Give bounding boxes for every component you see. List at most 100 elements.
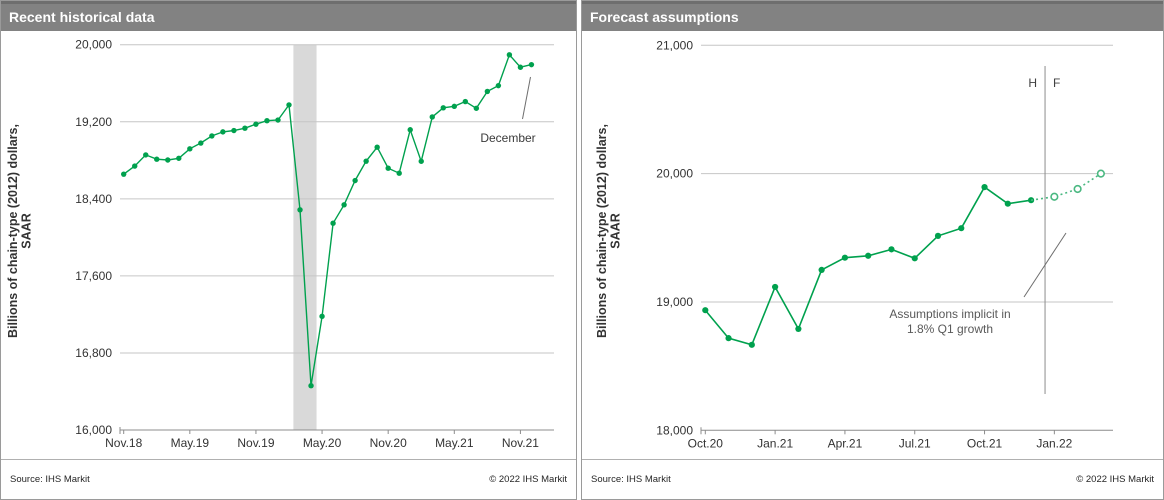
data-point	[1027, 197, 1035, 204]
data-point	[198, 140, 204, 146]
y-tick-label: 18,000	[656, 423, 693, 437]
forecast-label: F	[1053, 76, 1060, 90]
y-axis-title: Billions of chain-type (2012) dollars,SA…	[595, 124, 623, 338]
data-point	[341, 202, 347, 208]
data-point	[795, 325, 802, 333]
data-point	[275, 117, 281, 123]
data-point	[818, 266, 825, 273]
data-point	[154, 156, 160, 162]
data-point	[396, 170, 402, 176]
copyright-text: © 2022 IHS Markit	[489, 474, 567, 485]
data-point	[958, 225, 965, 232]
y-tick-label: 19,000	[656, 295, 693, 309]
x-tick-label: May.21	[435, 436, 474, 450]
data-point	[934, 232, 942, 239]
data-point	[121, 171, 127, 177]
data-point	[841, 254, 849, 261]
data-point	[231, 127, 237, 134]
panel-title-forecast-assumptions: Forecast assumptions	[582, 1, 1163, 31]
data-point	[865, 252, 872, 259]
data-point	[506, 52, 513, 58]
data-point	[264, 118, 270, 124]
data-point	[187, 146, 193, 152]
data-point	[418, 158, 424, 164]
data-point	[352, 177, 358, 184]
data-point	[308, 382, 314, 389]
chart-forecast-assumptions: 18,000 19,000 20,000 21,000 Oct.20 Jan.21 Apr.…	[595, 38, 1113, 450]
x-tick-label: May.19	[171, 436, 210, 450]
data-point	[253, 121, 259, 127]
data-point	[484, 88, 491, 95]
y-tick-label: 19,200	[75, 115, 112, 129]
data-point	[772, 283, 779, 291]
source-text: Source: IHS Markit	[591, 474, 671, 485]
data-point	[981, 184, 988, 191]
data-point	[319, 313, 325, 320]
y-tick-label: 20,000	[656, 167, 693, 181]
annotation-text: December	[480, 131, 535, 145]
y-tick-label: 18,400	[75, 192, 112, 206]
data-point	[748, 341, 755, 348]
data-point	[440, 105, 446, 111]
chart-recent-historical-data: 16,000 16,800 17,600 18,400 19,200 20,000 Nov.…	[6, 38, 554, 450]
data-point	[143, 152, 149, 158]
data-point	[297, 207, 303, 213]
forecast-series-line	[1030, 172, 1102, 201]
annotation-line	[1023, 232, 1067, 298]
annotation-text: 1.8% Q1 growth	[907, 322, 993, 336]
x-tick-label: Jan.21	[757, 436, 793, 450]
data-point	[517, 64, 524, 70]
x-tick-label: Nov.18	[105, 436, 142, 450]
forecast-data-point	[1050, 192, 1059, 201]
data-point	[725, 335, 732, 342]
source-text: Source: IHS Markit	[10, 474, 90, 485]
x-tick-label: Oct.20	[688, 436, 724, 450]
data-point	[374, 144, 380, 150]
data-point	[407, 127, 413, 133]
data-point	[911, 255, 918, 262]
data-point	[473, 105, 480, 111]
forecast-data-point	[1096, 169, 1105, 178]
panel-title-recent-historical-data: Recent historical data	[1, 1, 576, 31]
panel-forecast-assumptions: Forecast assumptions 18,000 19,000 20,000 2…	[581, 0, 1164, 500]
data-point	[132, 163, 138, 169]
data-point	[429, 114, 435, 120]
data-point	[220, 129, 226, 135]
data-point	[209, 133, 215, 139]
y-tick-label: 17,600	[75, 269, 112, 283]
data-point	[286, 102, 292, 108]
panel-footer: Source: IHS Markit © 2022 IHS Markit	[582, 459, 1163, 499]
x-tick-label: Nov.21	[502, 436, 539, 450]
forecast-data-point	[1073, 184, 1082, 194]
data-point	[363, 158, 369, 164]
x-tick-label: Apr.21	[828, 436, 863, 450]
data-point	[528, 61, 535, 68]
panel-footer: Source: IHS Markit © 2022 IHS Markit	[1, 459, 576, 499]
data-point	[702, 307, 709, 314]
y-axis-title: Billions of chain-type (2012) dollars,SA…	[6, 124, 34, 338]
y-tick-label: 21,000	[656, 38, 693, 52]
x-tick-label: Nov.20	[370, 436, 407, 450]
data-point	[888, 246, 895, 253]
y-tick-label: 20,000	[75, 38, 112, 52]
data-point	[176, 155, 182, 161]
data-point	[495, 82, 502, 89]
y-tick-label: 16,000	[75, 423, 112, 437]
x-tick-label: Oct.21	[967, 436, 1003, 450]
data-point	[165, 157, 171, 163]
data-point	[1004, 200, 1011, 207]
x-tick-label: Nov.19	[237, 436, 274, 450]
data-point	[462, 98, 469, 105]
copyright-text: © 2022 IHS Markit	[1076, 474, 1154, 485]
data-point	[330, 220, 336, 226]
data-point	[385, 165, 391, 171]
x-tick-label: Jul.21	[899, 436, 931, 450]
recession-band	[293, 44, 317, 430]
x-tick-label: May.20	[303, 436, 342, 450]
annotation-text: Assumptions implicit in	[889, 307, 1010, 321]
x-tick-label: Jan.22	[1036, 436, 1072, 450]
y-tick-label: 16,800	[75, 346, 112, 360]
panel-recent-historical-data: Recent historical data 16,000 16,800 17,60…	[0, 0, 577, 500]
history-series-line	[123, 53, 532, 386]
